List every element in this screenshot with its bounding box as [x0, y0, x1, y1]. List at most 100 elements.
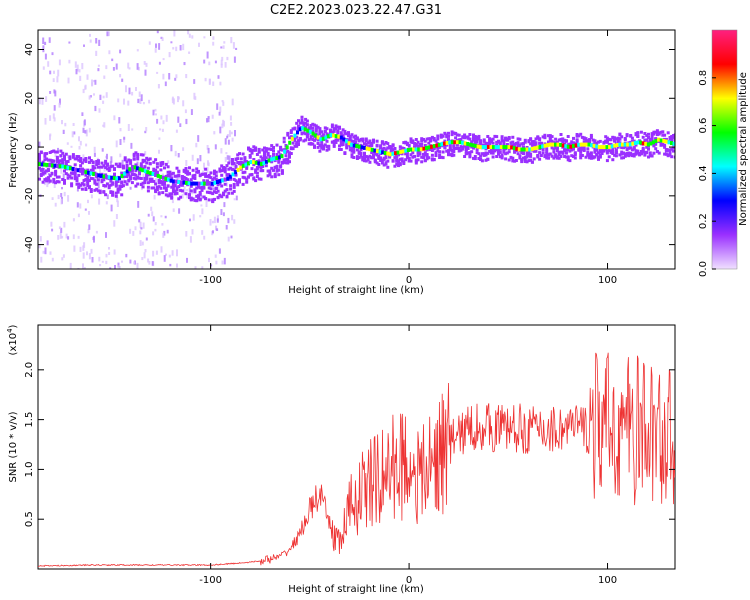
spectrogram-band-mark [622, 145, 625, 149]
spectrogram-noise-mark [220, 148, 223, 154]
spectrogram-noise-mark [128, 87, 131, 95]
spectrogram-band-mark [100, 178, 104, 182]
spectrogram-ridge-mark [92, 172, 96, 176]
spectrogram-ridge-mark [270, 157, 274, 162]
spectrogram-noise-mark [170, 41, 173, 44]
spectrogram-band-mark [302, 121, 306, 125]
spectrogram-band-mark [96, 160, 100, 164]
spectrogram-band-mark [214, 174, 218, 178]
spectrogram-band-mark [411, 155, 415, 159]
spectrogram-band-mark [488, 142, 492, 146]
spectrogram-band-mark [429, 138, 433, 142]
spectrogram-band-mark [236, 161, 240, 164]
spectrogram-band-mark [563, 147, 567, 151]
spectrogram-band-mark [666, 131, 670, 135]
spectrogram-y-label: Frequency (Hz) [8, 112, 19, 188]
spectrogram-band-mark [405, 150, 409, 154]
spectrogram-band-mark [109, 190, 113, 194]
spectrogram-band-mark [341, 128, 345, 132]
spectrogram-band-mark [450, 149, 454, 152]
spectrogram-ridge-mark [99, 173, 103, 178]
spectrogram-band-mark [82, 158, 86, 162]
spectrogram-band-mark [241, 161, 245, 165]
spectrogram-noise-mark [216, 103, 219, 110]
spectrogram-noise-mark [185, 74, 188, 79]
spectrogram-band-mark [473, 140, 477, 143]
spectrogram-noise-mark [130, 142, 133, 149]
spectrogram-noise-mark [105, 232, 107, 238]
spectrogram-band-mark [595, 141, 599, 145]
spectrogram-band-mark [152, 170, 156, 173]
spectrogram-noise-mark [115, 63, 118, 70]
spectrogram-band-mark [84, 177, 88, 181]
spectrogram-band-mark [164, 189, 168, 193]
spectrogram-band-mark [332, 128, 336, 132]
spectrogram-band-mark [420, 142, 424, 146]
spectrogram-noise-mark [137, 201, 140, 208]
spectrogram-band-mark [422, 152, 425, 156]
spectrogram-band-mark [325, 127, 329, 131]
spectrogram-noise-mark [61, 187, 63, 190]
spectrogram-band-mark [386, 142, 390, 146]
spectrogram-ridge-mark [652, 140, 655, 145]
spectrogram-noise-mark [143, 61, 146, 65]
spectrogram-band-mark [418, 152, 422, 156]
spectrogram-band-mark [195, 186, 199, 190]
spectrogram-band-mark [238, 152, 241, 156]
spectrogram-band-mark [352, 135, 356, 139]
spectrogram-noise-mark [108, 252, 111, 255]
spectrogram-ridge-mark [422, 146, 426, 151]
spectrogram-noise-mark [144, 249, 147, 253]
spectrogram-noise-mark [137, 269, 139, 275]
spectrogram-ridge-mark [499, 145, 503, 150]
spectrogram-band-mark [38, 155, 41, 158]
spectrogram-ridge-mark [543, 143, 547, 148]
spectrogram-noise-mark [61, 120, 63, 125]
spectrogram-noise-mark [145, 127, 148, 132]
spectrogram-noise-mark [145, 62, 148, 67]
spectrogram-noise-mark [105, 201, 108, 205]
spectrogram-noise-mark [125, 85, 127, 93]
spectrogram-band-mark [452, 131, 456, 135]
spectrogram-noise-mark [67, 236, 70, 240]
spectrogram-band-mark [600, 150, 604, 154]
spectrogram-band-mark [61, 178, 65, 181]
spectrogram-band-mark [243, 160, 247, 164]
spectrogram-band-mark [598, 154, 602, 158]
spectrogram-band-mark [591, 138, 595, 142]
spectrogram-band-mark [425, 137, 429, 141]
spectrogram-band-mark [479, 142, 483, 146]
spectrogram-band-mark [261, 157, 265, 160]
spectrogram-band-mark [500, 153, 504, 157]
spectrogram-band-mark [338, 126, 341, 129]
spectrogram-band-mark [145, 161, 149, 165]
spectrogram-band-mark [316, 138, 320, 141]
spectrogram-band-mark [55, 150, 59, 154]
spectrogram-band-mark [127, 179, 131, 183]
spectrogram-noise-mark [38, 97, 41, 105]
spectrogram-band-mark [530, 142, 534, 146]
spectrogram-band-mark [473, 155, 477, 158]
spectrogram-band-mark [191, 168, 195, 172]
spectrogram-noise-mark [123, 137, 126, 143]
spectrogram-band-mark [500, 135, 504, 139]
spectrogram-noise-mark [222, 45, 225, 49]
spectrogram-band-mark [118, 186, 122, 190]
spectrogram-band-mark [182, 175, 186, 179]
spectrogram-band-mark [502, 147, 506, 151]
spectrogram-band-mark [513, 150, 517, 154]
spectrogram-band-mark [593, 147, 597, 151]
spectrogram-ridge-mark [414, 147, 418, 152]
spectrogram-band-mark [597, 151, 600, 155]
spectrogram-band-mark [250, 173, 254, 176]
spectrogram-noise-mark [73, 131, 76, 135]
spectrogram-band-mark [425, 157, 429, 161]
spectrogram-band-mark [39, 172, 43, 176]
spectrogram-band-mark [643, 139, 647, 142]
spectrogram-band-mark [302, 139, 306, 143]
spectrogram-noise-mark [220, 59, 223, 66]
spectrogram-band-mark [407, 144, 411, 147]
spectrogram-band-mark [211, 198, 215, 202]
spectrogram-band-mark [400, 159, 404, 163]
spectrogram-band-mark [320, 135, 324, 139]
